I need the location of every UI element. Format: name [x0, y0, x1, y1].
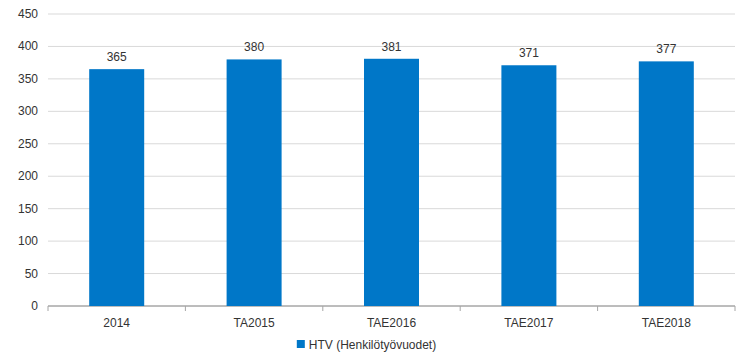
- x-tick: [185, 306, 186, 311]
- data-label: 377: [656, 42, 676, 56]
- x-tick-label: 2014: [103, 316, 130, 330]
- data-label: 381: [381, 40, 401, 54]
- bar: [364, 59, 419, 306]
- x-tick: [735, 306, 736, 311]
- y-tick-label: 400: [18, 39, 38, 53]
- y-tick-label: 150: [18, 202, 38, 216]
- grid-line: [48, 14, 735, 15]
- data-label: 380: [244, 40, 264, 54]
- legend-label: HTV (Henkilötyövuodet): [309, 338, 436, 352]
- bar: [639, 61, 694, 306]
- bars: [89, 59, 694, 306]
- bar: [501, 65, 556, 306]
- y-tick-label: 300: [18, 104, 38, 118]
- x-tick: [597, 306, 598, 311]
- data-label: 371: [519, 46, 539, 60]
- y-tick-label: 450: [18, 7, 38, 21]
- y-tick-label: 200: [18, 169, 38, 183]
- chart-svg: 0 50 100 150 200 250 300 350 400 450 365 380 381 371 3…: [0, 0, 749, 364]
- x-tick-label: TA2015: [234, 316, 275, 330]
- y-tick-label: 100: [18, 234, 38, 248]
- x-tick-label: TAE2018: [642, 316, 691, 330]
- y-tick-label: 50: [25, 267, 39, 281]
- data-label: 365: [107, 50, 127, 64]
- x-tick-label: TAE2017: [504, 316, 553, 330]
- x-tick-label: TAE2016: [367, 316, 416, 330]
- x-tick: [322, 306, 323, 311]
- x-tick: [48, 306, 49, 311]
- chart-container: 0 50 100 150 200 250 300 350 400 450 365 380 381 371 3…: [0, 0, 749, 364]
- bar: [227, 59, 282, 306]
- x-tick: [460, 306, 461, 311]
- bar: [89, 69, 144, 306]
- y-tick-label: 350: [18, 72, 38, 86]
- y-tick-label: 250: [18, 137, 38, 151]
- y-tick-label: 0: [31, 299, 38, 313]
- legend: HTV (Henkilötyövuodet): [297, 338, 436, 352]
- legend-swatch: [297, 340, 305, 348]
